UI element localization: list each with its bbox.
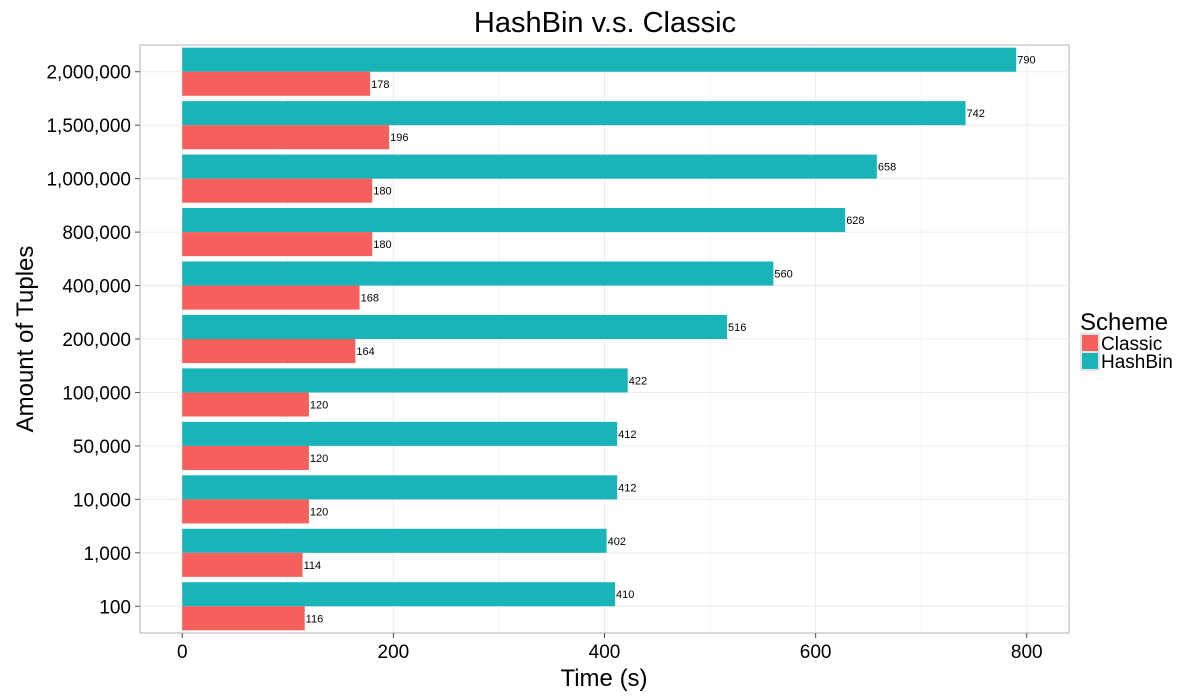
- y-tick-label: 400,000: [62, 277, 131, 298]
- x-tick-label: 0: [177, 642, 188, 663]
- y-axis-title: Amount of Tuples: [12, 246, 39, 433]
- y-tick-label: 100,000: [62, 383, 131, 404]
- y-axis: 100 1,000 10,000 50,000 100,000 200,000 400,00…: [46, 63, 140, 618]
- bar-hashbin: [182, 47, 1017, 72]
- bar-classic: [182, 445, 309, 470]
- chart-title: HashBin v.s. Classic: [474, 7, 736, 39]
- bar-hashbin: [182, 101, 966, 126]
- y-tick-label: 2,000,000: [46, 63, 131, 84]
- data-label-hashbin: 742: [967, 108, 985, 120]
- data-labels: 410 402 412 412 422 516 560 628 658 742 790 116 114 1…: [304, 55, 1036, 626]
- bar-hashbin: [182, 314, 727, 339]
- x-axis: 0 200 400 600 800: [177, 633, 1043, 663]
- data-label-classic: 178: [371, 79, 389, 91]
- bar-hashbin: [182, 528, 607, 553]
- y-tick-label: 100: [99, 597, 131, 618]
- y-tick-label: 200,000: [62, 330, 131, 351]
- bar-classic: [182, 232, 373, 257]
- bar-classic: [182, 392, 309, 417]
- data-label-classic: 164: [356, 346, 374, 358]
- bars: [182, 47, 1017, 631]
- data-label-classic: 120: [310, 453, 328, 465]
- legend-swatch-hashbin: [1082, 353, 1098, 369]
- legend-label-hashbin: HashBin: [1101, 352, 1173, 373]
- bar-classic: [182, 339, 356, 364]
- bar-hashbin: [182, 475, 618, 500]
- x-tick-label: 600: [800, 642, 832, 663]
- x-axis-title: Time (s): [560, 665, 647, 692]
- y-tick-label: 1,500,000: [46, 116, 131, 137]
- bar-classic: [182, 606, 305, 631]
- y-tick-label: 1,000: [83, 544, 131, 565]
- bar-hashbin: [182, 368, 628, 393]
- bar-hashbin: [182, 154, 877, 179]
- data-label-hashbin: 412: [618, 482, 636, 494]
- x-tick-label: 400: [589, 642, 621, 663]
- data-label-hashbin: 658: [878, 162, 896, 174]
- data-label-hashbin: 516: [728, 322, 746, 334]
- legend-swatch-classic: [1082, 335, 1098, 351]
- bar-hashbin: [182, 421, 618, 446]
- bar-hashbin: [182, 582, 616, 607]
- legend: Scheme Classic HashBin: [1080, 309, 1173, 373]
- bar-classic: [182, 285, 360, 310]
- data-label-hashbin: 402: [608, 536, 626, 548]
- y-tick-label: 10,000: [73, 490, 131, 511]
- bar-hashbin: [182, 208, 846, 233]
- y-tick-label: 50,000: [73, 437, 131, 458]
- data-label-classic: 120: [310, 399, 328, 411]
- bar-classic: [182, 71, 371, 96]
- legend-title: Scheme: [1080, 309, 1168, 336]
- data-label-classic: 114: [304, 560, 322, 572]
- bar-classic: [182, 178, 373, 203]
- data-label-hashbin: 560: [774, 269, 792, 281]
- bar-classic: [182, 552, 303, 577]
- legend-label-classic: Classic: [1101, 334, 1162, 355]
- x-tick-label: 200: [378, 642, 410, 663]
- data-label-hashbin: 790: [1017, 55, 1035, 67]
- data-label-hashbin: 412: [618, 429, 636, 441]
- x-tick-label: 800: [1011, 642, 1043, 663]
- data-label-hashbin: 422: [629, 375, 647, 387]
- bar-classic: [182, 125, 390, 150]
- data-label-classic: 180: [373, 186, 391, 198]
- data-label-classic: 168: [361, 293, 379, 305]
- data-label-classic: 196: [390, 132, 408, 144]
- bar-classic: [182, 499, 309, 524]
- data-label-classic: 116: [306, 613, 324, 625]
- data-label-classic: 180: [373, 239, 391, 251]
- y-tick-label: 1,000,000: [46, 170, 131, 191]
- data-label-classic: 120: [310, 506, 328, 518]
- bar-hashbin: [182, 261, 774, 286]
- y-tick-label: 800,000: [62, 223, 131, 244]
- data-label-hashbin: 628: [846, 215, 864, 227]
- data-label-hashbin: 410: [616, 589, 634, 601]
